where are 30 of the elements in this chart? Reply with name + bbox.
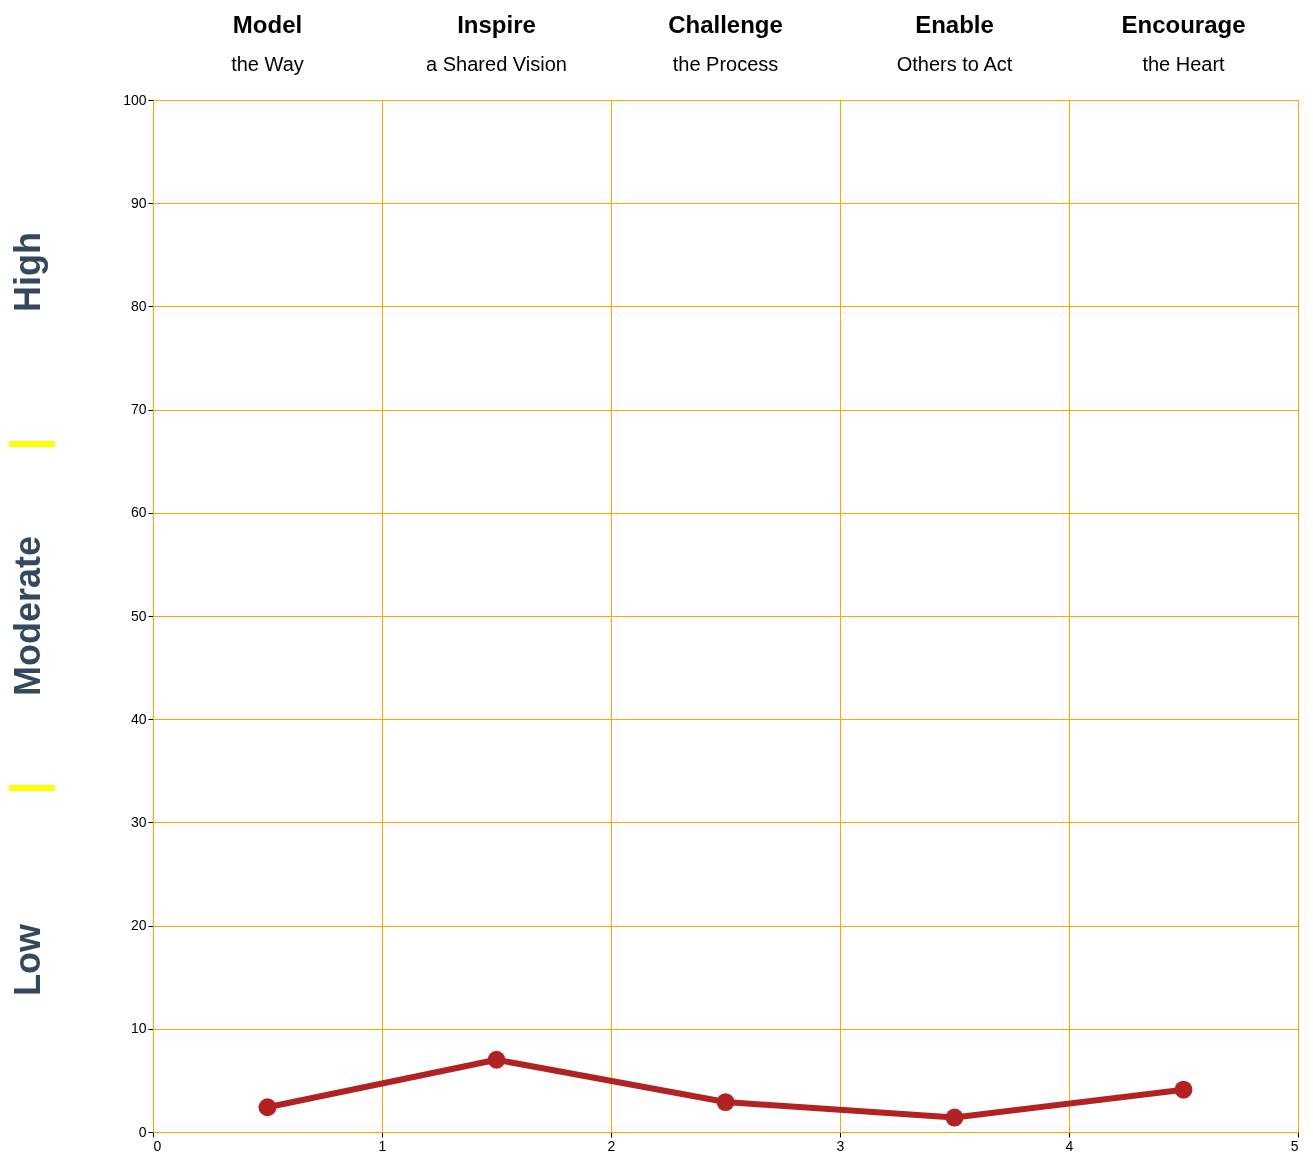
text: Model: [232, 11, 303, 38]
y-tick-label: 10: [130, 1020, 147, 1037]
y-tick-label: 70: [130, 401, 147, 418]
text: Moderate: [7, 535, 48, 697]
x-tick-label: 2: [607, 1137, 616, 1154]
text: Others to Act: [896, 53, 1013, 75]
y-tick-label: 100: [123, 91, 147, 108]
text: a Shared Vision: [426, 53, 567, 75]
y-tick-label: 0: [138, 1123, 147, 1140]
x-tick-label: 3: [836, 1137, 845, 1154]
text: the Heart: [1142, 53, 1226, 75]
y-tick-label: 80: [130, 297, 147, 314]
text: Enable: [915, 11, 994, 38]
y-tick-label: 60: [130, 504, 147, 521]
y-tick-label: 50: [130, 607, 147, 624]
text: High: [7, 232, 48, 312]
y-tick-label: 20: [130, 917, 147, 934]
text: Encourage: [1121, 11, 1246, 38]
text: Challenge: [668, 11, 783, 38]
text: the Way: [231, 53, 304, 75]
y-tick-label: 40: [130, 710, 147, 727]
x-tick-label: 1: [378, 1137, 387, 1154]
x-tick-label: 5: [1290, 1137, 1299, 1154]
x-tick-label: 0: [153, 1137, 162, 1154]
y-tick-label: 90: [130, 194, 147, 211]
y-tick-label: 30: [130, 813, 147, 830]
text: Low: [7, 923, 48, 996]
text: the Process: [672, 53, 779, 75]
text: Inspire: [457, 11, 536, 38]
x-tick-label: 4: [1065, 1137, 1074, 1154]
